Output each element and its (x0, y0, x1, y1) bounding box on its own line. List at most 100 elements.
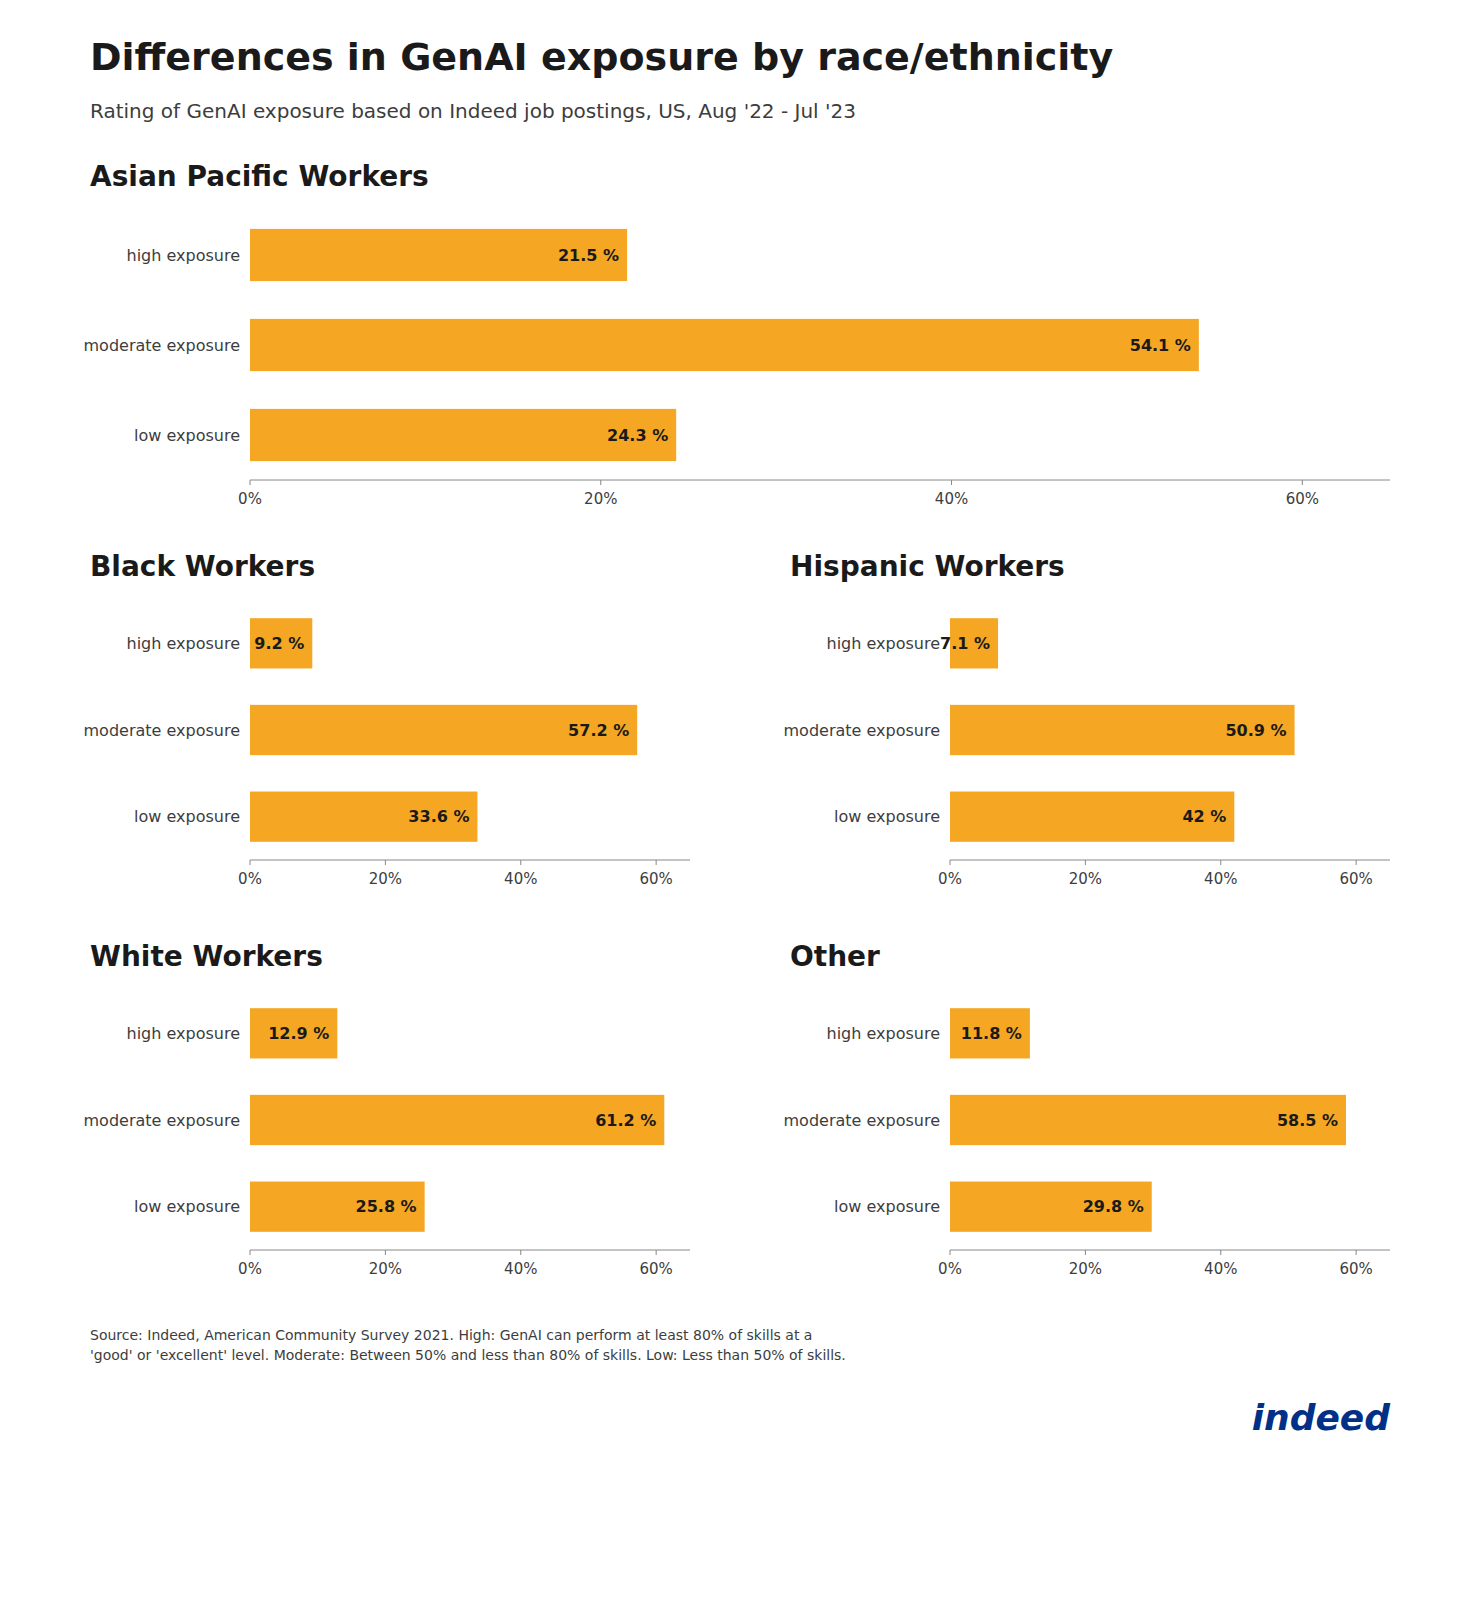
x-tick-label: 40% (1204, 870, 1237, 888)
data-label: 33.6 % (408, 807, 469, 826)
figure: Differences in GenAI exposure by race/et… (0, 0, 1466, 1600)
x-tick (656, 1250, 657, 1255)
x-tick (1220, 860, 1221, 865)
x-tick (520, 860, 521, 865)
x-tick (385, 1250, 386, 1255)
x-tick (600, 480, 601, 485)
x-tick-label: 40% (1204, 1260, 1237, 1278)
data-label: 12.9 % (268, 1024, 329, 1043)
source-line: 'good' or 'excellent' level. Moderate: B… (90, 1347, 846, 1363)
data-label: 24.3 % (607, 426, 668, 445)
bar (250, 1095, 664, 1145)
bar (250, 409, 676, 461)
data-label: 21.5 % (558, 246, 619, 265)
panel-title: Asian Pacific Workers (90, 160, 429, 193)
data-label: 7.1 % (940, 634, 990, 653)
category-label: low exposure (834, 807, 940, 826)
x-axis-line (250, 1250, 690, 1251)
panel: White Workers high exposure 12.9 % moderate… (84, 940, 690, 1278)
x-axis-line (950, 860, 1390, 861)
bar (950, 792, 1234, 842)
x-tick-label: 60% (639, 1260, 672, 1278)
x-tick-label: 20% (584, 490, 617, 508)
bars (950, 618, 1295, 842)
bar (950, 1182, 1152, 1232)
x-tick-label: 60% (1339, 1260, 1372, 1278)
source-note: Source: Indeed, American Community Surve… (90, 1327, 846, 1363)
category-label: high exposure (827, 634, 941, 653)
category-label: high exposure (127, 1024, 241, 1043)
figure-title: Differences in GenAI exposure by race/et… (90, 35, 1113, 79)
category-label: high exposure (127, 246, 241, 265)
logo: indeed (1252, 1397, 1392, 1438)
bar (250, 618, 312, 668)
x-tick-label: 40% (935, 490, 968, 508)
x-tick (385, 860, 386, 865)
panel-title: White Workers (90, 940, 323, 973)
x-axis-line (950, 1250, 1390, 1251)
category-label: moderate exposure (84, 336, 240, 355)
x-tick-label: 60% (1339, 870, 1372, 888)
x-tick-label: 0% (238, 870, 262, 888)
x-tick (1356, 860, 1357, 865)
x-tick (250, 480, 251, 485)
bar (250, 705, 637, 755)
category-label: high exposure (827, 1024, 941, 1043)
data-label: 29.8 % (1083, 1197, 1144, 1216)
x-tick-label: 40% (504, 1260, 537, 1278)
x-tick (1085, 1250, 1086, 1255)
labels: high exposure7.1 %moderate exposure50.9 … (784, 634, 1287, 826)
data-label: 54.1 % (1130, 336, 1191, 355)
labels: high exposure11.8 %moderate exposure58.5… (784, 1024, 1338, 1216)
x-tick-label: 60% (1286, 490, 1319, 508)
x-tick (1220, 1250, 1221, 1255)
x-tick (250, 1250, 251, 1255)
bar (950, 1095, 1346, 1145)
x-tick-label: 0% (938, 1260, 962, 1278)
panel: Otherhigh exposure11.8 %moderate exposur… (784, 940, 1390, 1278)
data-label: 11.8 % (961, 1024, 1022, 1043)
data-label: 25.8 % (356, 1197, 417, 1216)
data-label: 57.2 % (568, 721, 629, 740)
bar (250, 229, 627, 281)
data-label: 50.9 % (1225, 721, 1286, 740)
bar (950, 1008, 1030, 1058)
x-tick (1356, 1250, 1357, 1255)
x-axis-line (250, 480, 1390, 481)
bars (950, 1008, 1346, 1232)
data-label: 9.2 % (254, 634, 304, 653)
x-tick-label: 0% (238, 1260, 262, 1278)
category-label: moderate exposure (84, 721, 240, 740)
labels: high exposure12.9 %moderate exposure61.2… (84, 1024, 657, 1216)
x-tick-label: 40% (504, 870, 537, 888)
x-tick (250, 860, 251, 865)
labels: high exposure 21.5 % moderate exposure 54.1… (84, 246, 1191, 445)
category-label: low exposure (134, 426, 240, 445)
x-tick (656, 860, 657, 865)
x-tick-label: 20% (369, 870, 402, 888)
category-label: moderate exposure (84, 1111, 240, 1130)
x-tick-label: 60% (639, 870, 672, 888)
bars (250, 618, 637, 842)
panel: Hispanic Workers high exposure7.1 %modera… (784, 550, 1390, 888)
panel: Black Workershigh exposure9.2 %moderate … (84, 550, 690, 888)
x-tick (951, 480, 952, 485)
panel: Asian Pacific Workers high exposure 21.5 %… (84, 160, 1390, 508)
x-tick (1085, 860, 1086, 865)
labels: high exposure9.2 %moderate exposure57.2 … (84, 634, 630, 826)
bars (250, 229, 1199, 461)
category-label: low exposure (134, 807, 240, 826)
source-line: Source: Indeed, American Community Surve… (90, 1327, 812, 1343)
category-label: low exposure (834, 1197, 940, 1216)
panel-title: Other (790, 940, 880, 973)
panel-title: Black Workers (90, 550, 315, 583)
x-tick (950, 1250, 951, 1255)
x-tick (1302, 480, 1303, 485)
panel-title: Hispanic Workers (790, 550, 1065, 583)
x-tick-label: 0% (938, 870, 962, 888)
x-tick-label: 0% (238, 490, 262, 508)
x-axis-line (250, 860, 690, 861)
x-tick-label: 20% (369, 1260, 402, 1278)
category-label: low exposure (134, 1197, 240, 1216)
figure-subtitle: Rating of GenAI exposure based on Indeed… (90, 99, 856, 123)
